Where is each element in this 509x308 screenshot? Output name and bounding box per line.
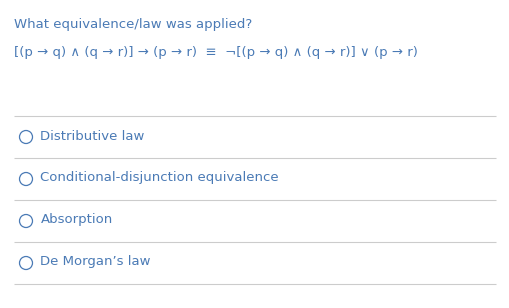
- Text: Distributive law: Distributive law: [40, 129, 145, 143]
- Text: What equivalence/law was applied?: What equivalence/law was applied?: [14, 18, 252, 31]
- Text: [(p → q) ∧ (q → r)] → (p → r)  ≡  ¬[(p → q) ∧ (q → r)] ∨ (p → r): [(p → q) ∧ (q → r)] → (p → r) ≡ ¬[(p → q…: [14, 46, 417, 59]
- Text: De Morgan’s law: De Morgan’s law: [40, 256, 151, 269]
- Text: Absorption: Absorption: [40, 213, 112, 226]
- Text: Conditional-disjunction equivalence: Conditional-disjunction equivalence: [40, 172, 278, 184]
